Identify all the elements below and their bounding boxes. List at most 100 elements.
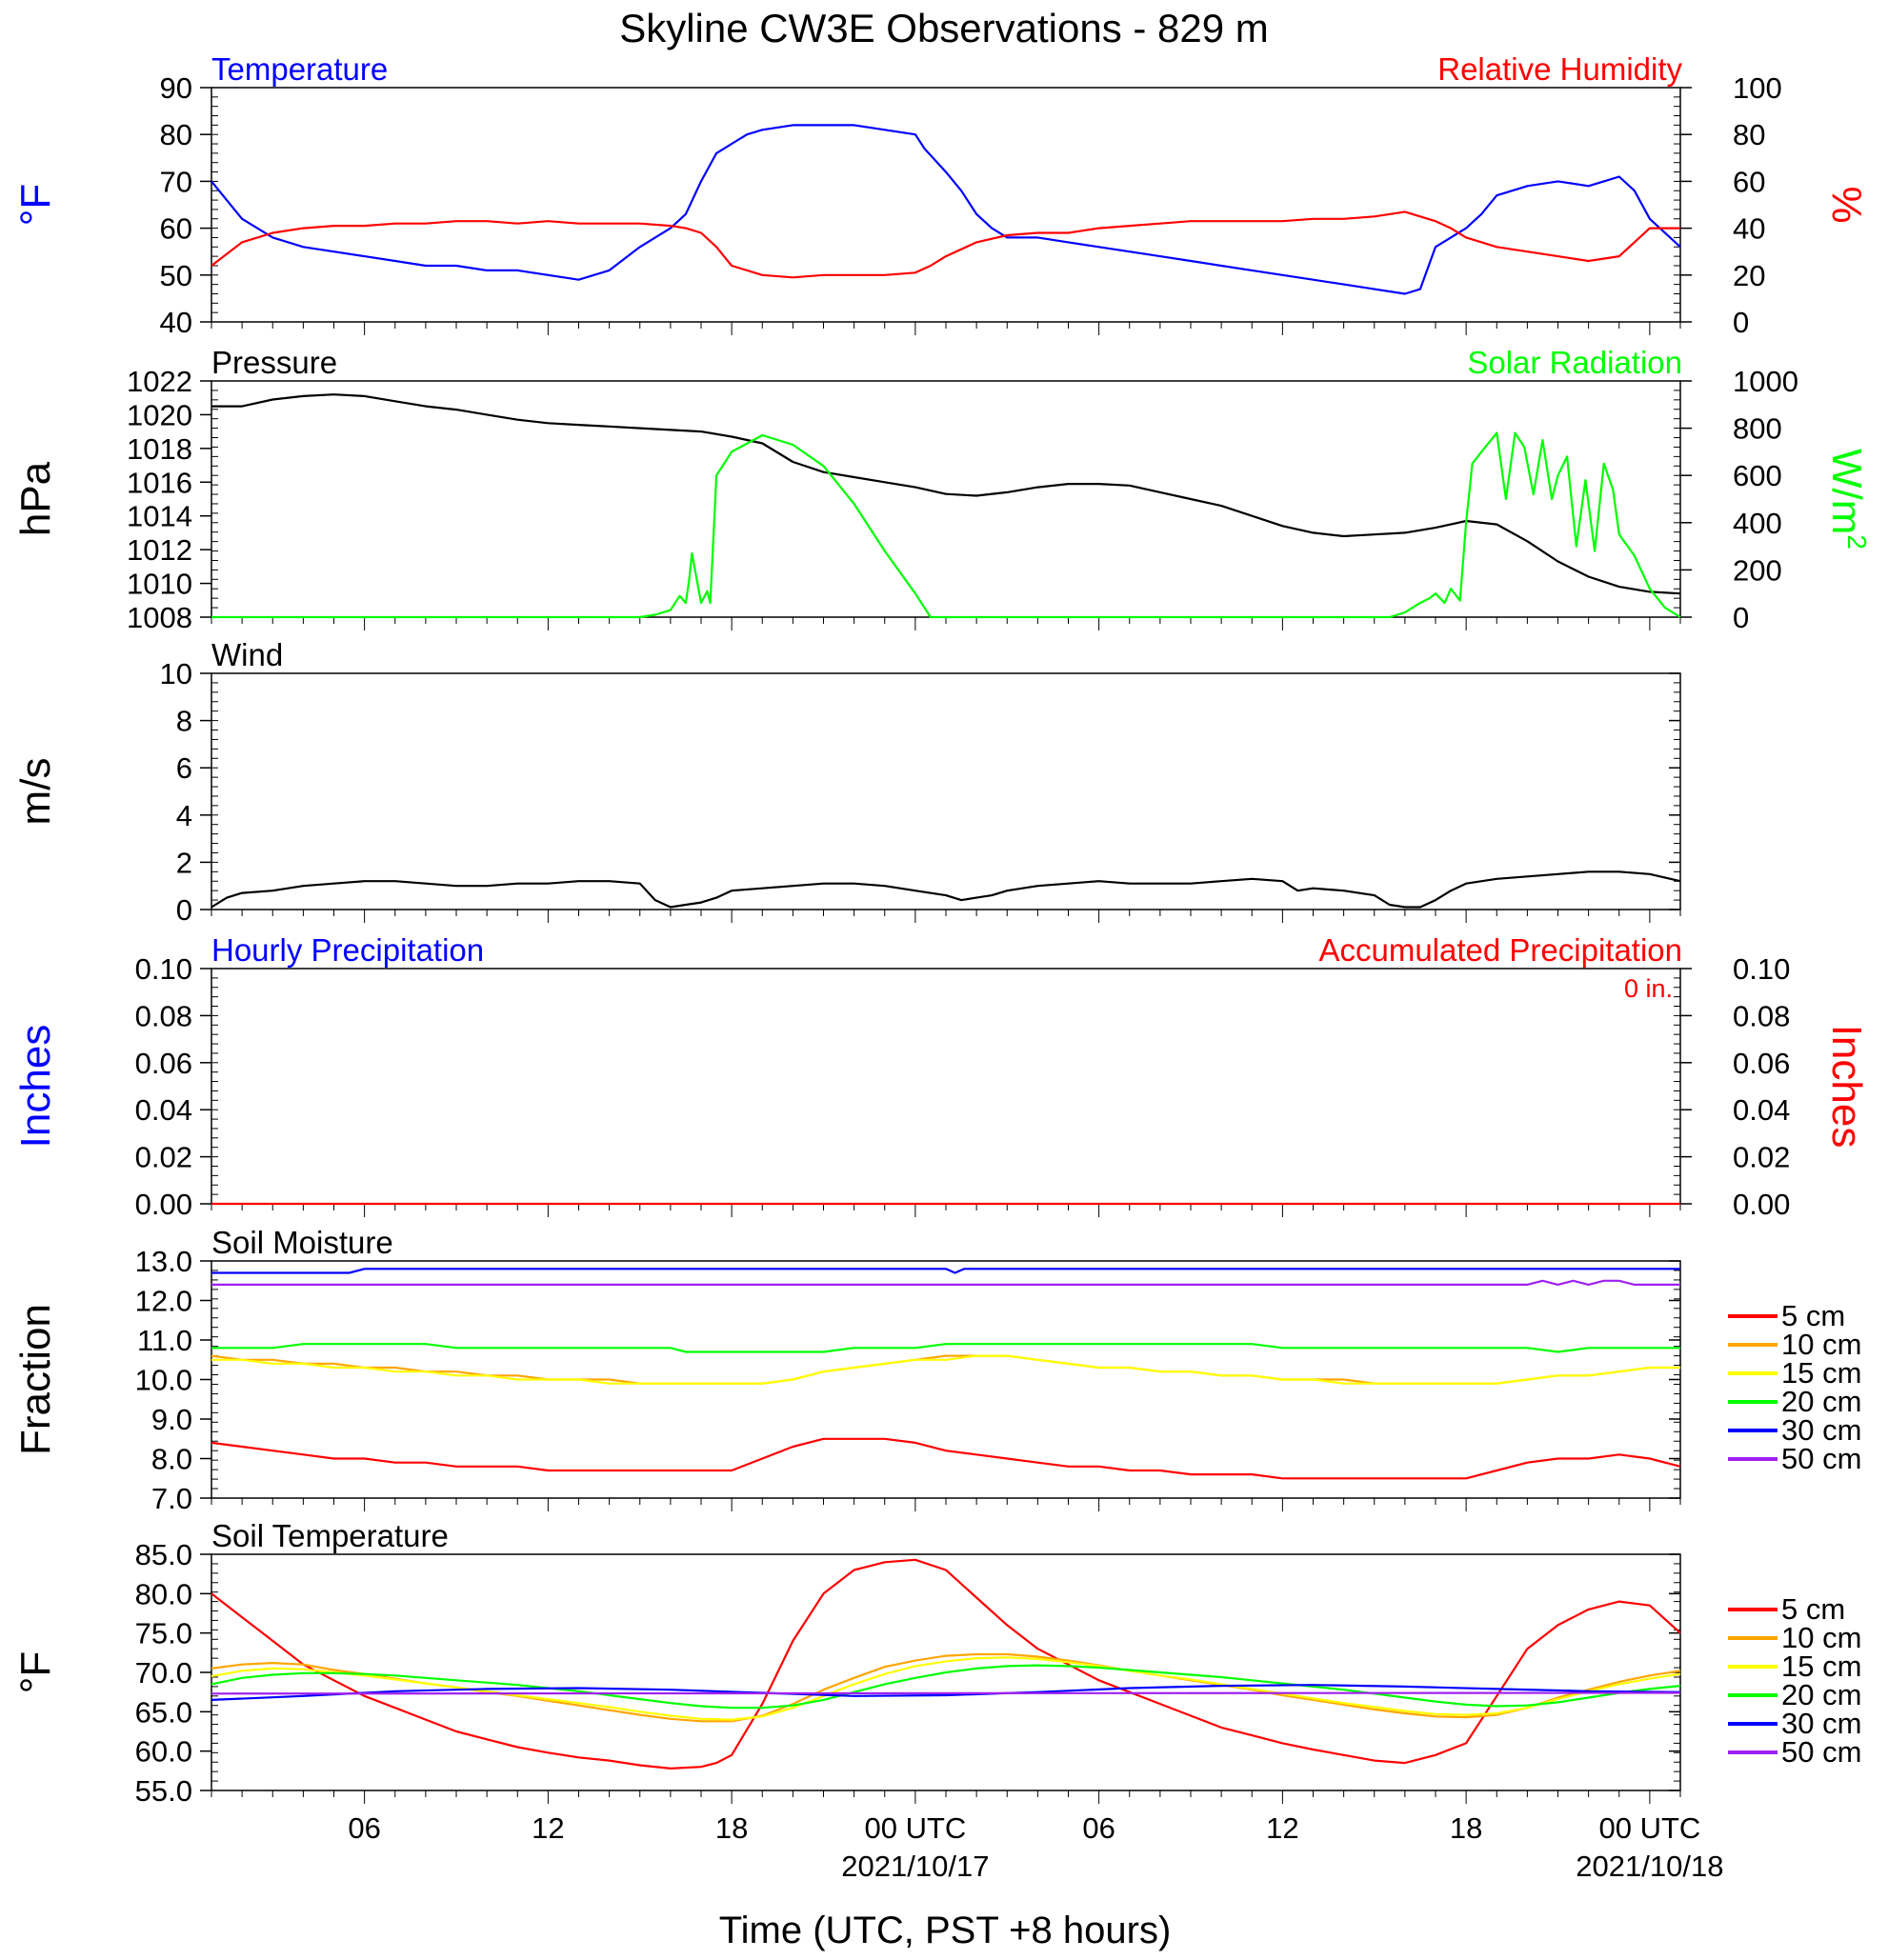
y-tick-label: 13.0 — [135, 1245, 192, 1278]
y-right-tick-label: 40 — [1733, 212, 1765, 246]
series-line-30-cm — [211, 1684, 1681, 1701]
y-tick-label: 8.0 — [151, 1443, 192, 1476]
panel-right-title: Relative Humidity — [1437, 51, 1682, 87]
legend-label: 50 cm — [1781, 1735, 1861, 1769]
y-right-tick-label: 0.10 — [1733, 952, 1790, 986]
y-tick-label: 12.0 — [135, 1285, 192, 1318]
y-tick-label: 9.0 — [151, 1403, 192, 1436]
y-right-tick-label: 0.06 — [1733, 1047, 1790, 1080]
y-tick-label: 70.0 — [135, 1656, 192, 1690]
y-right-tick-label: 800 — [1733, 412, 1782, 446]
y-tick-label: 4 — [176, 799, 192, 832]
y-tick-label: 60 — [160, 212, 192, 246]
panel-soil-temperature: 55.0 60.0 65.0 70.0 75.0 80.0 85.0 Soil Tempera… — [12, 1518, 1861, 1808]
series-line-20-cm — [211, 1664, 1681, 1710]
accumulated-annotation: 0 in. — [1624, 974, 1673, 1003]
y-tick-label: 1020 — [127, 398, 192, 431]
chart-title: Skyline CW3E Observations - 829 m — [619, 6, 1269, 50]
x-tick-label: 12 — [532, 1811, 564, 1845]
x-axis-label: Time (UTC, PST +8 hours) — [719, 1910, 1172, 1951]
y-right-tick-label: 0.04 — [1733, 1093, 1790, 1127]
y-right-tick-label: 0.08 — [1733, 999, 1790, 1032]
y-right-tick-label: 0 — [1733, 601, 1749, 634]
x-tick-label: 18 — [715, 1811, 748, 1845]
y-right-tick-label: 600 — [1733, 459, 1782, 492]
y-tick-label: 1012 — [127, 533, 192, 567]
y-axis-label-left: °F — [12, 184, 59, 226]
plot-frame — [211, 87, 1681, 323]
y-right-tick-label: 1000 — [1733, 365, 1798, 398]
legend-label: 10 cm — [1781, 1328, 1861, 1361]
plot-frame — [211, 672, 1681, 910]
legend-label: 15 cm — [1781, 1650, 1861, 1683]
y-tick-label: 7.0 — [151, 1482, 192, 1515]
legend-label: 20 cm — [1781, 1385, 1861, 1418]
y-tick-label: 1014 — [127, 500, 192, 533]
y-tick-label: 8 — [176, 705, 192, 738]
y-tick-label: 55.0 — [135, 1774, 192, 1808]
series-line-20-cm — [211, 1343, 1680, 1353]
y-right-tick-label: 100 — [1733, 71, 1782, 105]
plot-frame — [211, 380, 1681, 618]
legend-label: 50 cm — [1781, 1442, 1861, 1475]
y-right-tick-label: 400 — [1733, 507, 1782, 540]
series-line-wind-speed — [211, 870, 1681, 909]
y-tick-label: 1010 — [127, 568, 192, 601]
panel-precipitation: 0.00 0.02 0.04 0.06 0.08 0.10 0.00 0.02 0.04 0.06… — [12, 932, 1870, 1221]
series-line-15-cm — [211, 1354, 1680, 1385]
panel-left-title: Temperature — [211, 51, 388, 87]
series-line-5-cm — [211, 1558, 1681, 1770]
series-line-solar-radiation — [211, 431, 1681, 619]
y-tick-label: 50 — [160, 259, 192, 292]
x-tick-label: 12 — [1266, 1811, 1298, 1845]
y-tick-label: 85.0 — [135, 1538, 192, 1571]
y-axis-label-left: hPa — [12, 461, 59, 536]
y-axis-label-left: Inches — [12, 1025, 59, 1149]
legend-label: 10 cm — [1781, 1621, 1861, 1654]
y-tick-label: 0.02 — [135, 1141, 192, 1174]
x-date-label: 2021/10/18 — [1576, 1850, 1723, 1883]
x-tick-label: 00 UTC — [1598, 1811, 1700, 1845]
legend-label: 5 cm — [1781, 1592, 1845, 1626]
legend-label: 15 cm — [1781, 1356, 1861, 1390]
y-tick-label: 70 — [160, 165, 192, 198]
panel-left-title: Soil Moisture — [211, 1225, 393, 1260]
y-axis-label-right: W/m2 — [1823, 449, 1872, 550]
y-right-tick-label: 60 — [1733, 165, 1765, 198]
y-right-tick-label: 20 — [1733, 259, 1765, 292]
series-line-temperature — [211, 124, 1681, 295]
x-date-label: 2021/10/17 — [841, 1850, 989, 1883]
y-tick-label: 1022 — [127, 365, 192, 398]
y-tick-label: 0.04 — [135, 1093, 192, 1127]
y-tick-label: 80 — [160, 118, 192, 151]
y-tick-label: 1008 — [127, 601, 192, 634]
panel-wind: 0 2 4 6 8 10 Wind m/s — [12, 637, 1681, 927]
y-tick-label: 0.08 — [135, 999, 192, 1032]
y-tick-label: 10.0 — [135, 1364, 192, 1397]
y-tick-label: 1016 — [127, 466, 192, 499]
panel-right-title: Accumulated Precipitation — [1318, 932, 1682, 968]
y-axis-label-right: Inches — [1823, 1025, 1870, 1149]
series-line-relative-humidity — [211, 210, 1680, 279]
y-right-tick-label: 0.02 — [1733, 1141, 1790, 1174]
y-tick-label: 80.0 — [135, 1577, 192, 1610]
y-tick-label: 1018 — [127, 432, 192, 466]
y-right-tick-label: 0.00 — [1733, 1188, 1790, 1221]
panel-right-title: Solar Radiation — [1467, 345, 1682, 380]
series-line-5-cm — [211, 1437, 1681, 1480]
legend-label: 30 cm — [1781, 1707, 1861, 1740]
legend-label: 30 cm — [1781, 1413, 1861, 1447]
y-tick-label: 75.0 — [135, 1617, 192, 1650]
y-axis-label-right: % — [1823, 186, 1870, 223]
y-axis-label-left: Fraction — [12, 1304, 59, 1455]
y-tick-label: 90 — [160, 71, 192, 105]
y-tick-label: 10 — [160, 657, 192, 690]
y-tick-label: 0.10 — [135, 952, 192, 986]
y-tick-label: 2 — [176, 846, 192, 879]
panel-soil-moisture: 7.0 8.0 9.0 10.0 11.0 12.0 13.0 Soil Moisture Fr… — [12, 1225, 1861, 1515]
y-axis-label-left: °F — [12, 1651, 59, 1693]
